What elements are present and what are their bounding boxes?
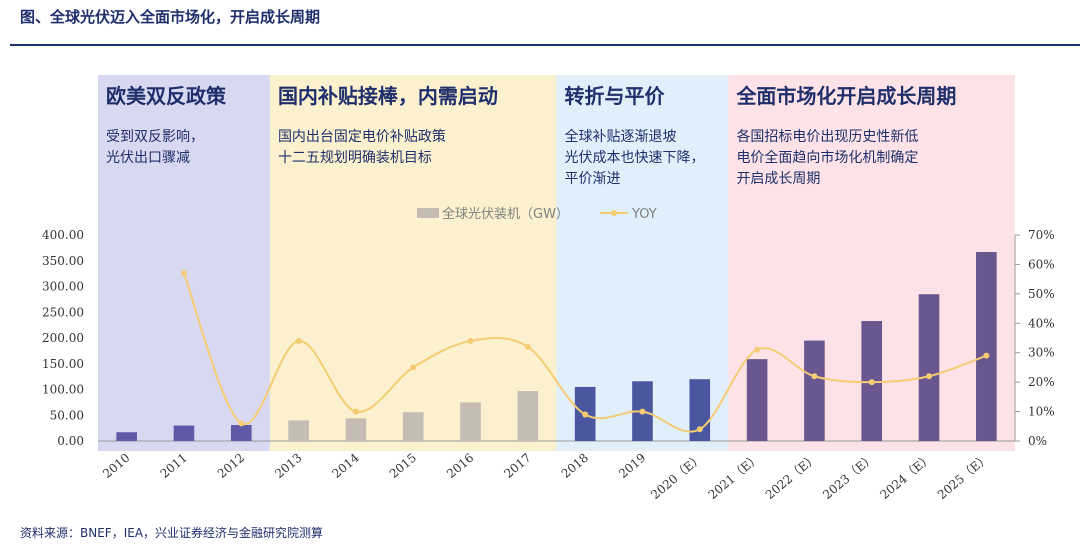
legend-line-marker — [611, 210, 617, 216]
yoy-point-2014 — [352, 408, 359, 415]
y-left-tick-label: 0.00 — [57, 434, 84, 448]
yoy-point-2024（E） — [926, 373, 933, 380]
x-category-label: 2024（E） — [877, 451, 934, 502]
phase-heading-1: 欧美双反政策 — [106, 84, 227, 108]
x-category-label: 2016 — [444, 451, 476, 481]
phase-4-line-3: 开启成长周期 — [736, 171, 820, 187]
yoy-point-2022（E） — [811, 373, 818, 380]
page-title: 图、全球光伏迈入全面市场化，开启成长周期 — [20, 8, 321, 26]
yoy-point-2017 — [524, 343, 531, 350]
y-left-tick-label: 350.00 — [42, 254, 84, 268]
phase-4-line-1: 各国招标电价出现历史性新低 — [736, 129, 918, 145]
bar-2024（E） — [918, 294, 940, 441]
y-left-tick-label: 200.00 — [42, 331, 84, 345]
yoy-point-2015 — [410, 364, 417, 371]
x-category-label: 2015 — [387, 451, 419, 481]
phase-1-line-1: 受到双反影响， — [106, 129, 204, 145]
x-category-label: 2025（E） — [935, 451, 992, 502]
yoy-point-2025（E） — [983, 352, 990, 359]
x-category-label: 2022（E） — [763, 451, 820, 502]
x-category-label: 2023（E） — [820, 451, 877, 502]
yoy-point-2016 — [467, 337, 474, 344]
yoy-point-2013 — [295, 337, 302, 344]
y-right-tick-label: 60% — [1028, 257, 1055, 271]
y-left-tick-label: 50.00 — [50, 408, 84, 422]
y-left-tick-label: 250.00 — [42, 305, 84, 319]
phase-3-line-2: 光伏成本也快速下降， — [565, 150, 705, 166]
x-category-label: 2010 — [100, 451, 132, 481]
yoy-point-2023（E） — [868, 379, 875, 386]
phase-background-1 — [98, 75, 270, 451]
phase-background-2 — [269, 75, 557, 451]
x-category-label: 2014 — [329, 450, 362, 481]
bar-2011 — [173, 425, 195, 441]
x-category-label: 2017 — [501, 451, 533, 481]
y-left-tick-label: 400.00 — [42, 228, 84, 242]
bar-2025（E） — [976, 251, 997, 441]
phase-3-line-1: 全球补贴逐渐退坡 — [565, 128, 677, 145]
x-category-label: 2011 — [157, 451, 189, 481]
x-category-label: 2020（E） — [648, 451, 705, 502]
yoy-line — [180, 270, 990, 433]
bar-2014 — [345, 418, 367, 441]
phase-2-line-2: 十二五规划明确装机目标 — [278, 150, 432, 166]
phase-heading-4: 全面市场化开启成长周期 — [735, 84, 956, 108]
y-left-tick-label: 300.00 — [42, 280, 84, 294]
title-divider — [10, 44, 1080, 46]
phase-3-line-3: 平价渐进 — [565, 171, 621, 187]
yoy-point-2021（E） — [754, 346, 761, 353]
phase-heading-2: 国内补贴接棒，内需启动 — [278, 84, 498, 108]
x-category-label: 2013 — [272, 451, 304, 481]
bar-2017 — [517, 391, 539, 441]
bar-2022（E） — [804, 340, 825, 441]
yoy-line-path — [183, 272, 987, 433]
yoy-point-2011 — [180, 270, 187, 277]
bar-2013 — [288, 420, 309, 441]
bars — [116, 251, 997, 441]
bar-2021（E） — [746, 359, 768, 441]
y-left-tick-label: 100.00 — [42, 383, 84, 397]
bar-2012 — [230, 425, 252, 441]
legend: 全球光伏装机（GW） YOY — [417, 206, 657, 222]
y-right-tick-label: 10% — [1028, 405, 1055, 419]
source-note: 资料来源：BNEF，IEA，兴业证券经济与金融研究院测算 — [20, 526, 324, 540]
legend-label-installation: 全球光伏装机（GW） — [442, 206, 569, 222]
bar-2010 — [116, 432, 137, 441]
yoy-point-2012 — [238, 420, 245, 427]
legend-label-yoy: YOY — [631, 207, 657, 222]
y-right-tick-label: 30% — [1028, 346, 1055, 360]
yoy-point-2019 — [639, 408, 646, 415]
y-right-tick-label: 40% — [1028, 316, 1055, 330]
y-right-tick-label: 70% — [1028, 228, 1055, 242]
x-category-label: 2012 — [215, 451, 247, 481]
phase-1-line-2: 光伏出口骤减 — [106, 150, 190, 166]
yoy-point-2020（E） — [696, 426, 703, 433]
phase-4-line-2: 电价全面趋向市场化机制确定 — [736, 149, 918, 166]
y-right-tick-label: 20% — [1028, 375, 1055, 389]
legend-bar-swatch — [417, 208, 439, 218]
x-category-label: 2019 — [616, 451, 648, 481]
x-category-label: 2021（E） — [706, 451, 763, 502]
yoy-point-2018 — [582, 411, 589, 418]
phase-2-line-1: 国内出台固定电价补贴政策 — [278, 128, 446, 145]
bar-2015 — [402, 412, 424, 441]
y-right-tick-label: 50% — [1028, 287, 1055, 301]
phase-heading-3: 转折与平价 — [565, 84, 666, 108]
x-category-label: 2018 — [559, 451, 591, 481]
bar-2016 — [460, 402, 481, 441]
y-right-tick-label: 0% — [1028, 434, 1047, 448]
y-left-tick-label: 150.00 — [42, 357, 84, 371]
